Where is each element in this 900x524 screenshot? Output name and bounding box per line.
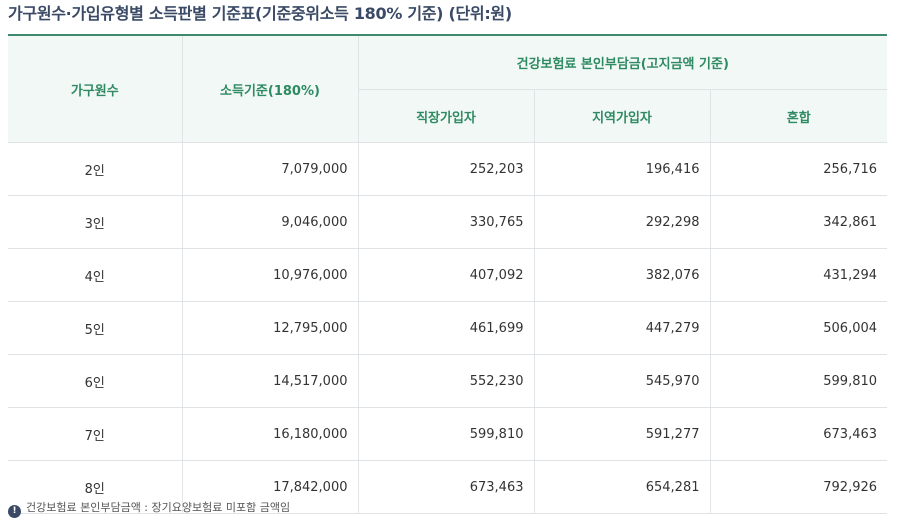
header-insurance-group: 건강보험료 본인부담금(고지금액 기준) xyxy=(358,35,888,90)
cell-income: 16,180,000 xyxy=(182,407,359,461)
cell-regional: 447,279 xyxy=(534,301,711,355)
table-row: 4인 10,976,000 407,092 382,076 431,294 xyxy=(8,248,888,302)
cell-employee: 599,810 xyxy=(358,407,535,461)
cell-income: 10,976,000 xyxy=(182,248,359,302)
table-title: 가구원수·가입유형별 소득판별 기준표(기준중위소득 180% 기준) (단위:… xyxy=(8,4,512,23)
cell-employee: 461,699 xyxy=(358,301,535,355)
table-row: 5인 12,795,000 461,699 447,279 506,004 xyxy=(8,301,888,355)
cell-regional: 382,076 xyxy=(534,248,711,302)
cell-employee: 673,463 xyxy=(358,460,535,514)
cell-income: 9,046,000 xyxy=(182,195,359,249)
cell-mixed: 431,294 xyxy=(710,248,888,302)
cell-income: 17,842,000 xyxy=(182,460,359,514)
table-row: 8인 17,842,000 673,463 654,281 792,926 xyxy=(8,460,888,514)
cell-mixed: 673,463 xyxy=(710,407,888,461)
cell-regional: 591,277 xyxy=(534,407,711,461)
table-row: 6인 14,517,000 552,230 545,970 599,810 xyxy=(8,354,888,408)
cell-employee: 252,203 xyxy=(358,142,535,196)
header-household: 가구원수 xyxy=(8,35,183,143)
table-row: 7인 16,180,000 599,810 591,277 673,463 xyxy=(8,407,888,461)
cell-household: 5인 xyxy=(8,301,183,355)
header-mixed: 혼합 xyxy=(710,89,888,143)
cell-employee: 407,092 xyxy=(358,248,535,302)
cell-income: 12,795,000 xyxy=(182,301,359,355)
income-criteria-table: 가구원수 소득기준(180%) 건강보험료 본인부담금(고지금액 기준) 직장가… xyxy=(8,34,888,514)
header-regional: 지역가입자 xyxy=(534,89,711,143)
header-employee: 직장가입자 xyxy=(358,89,535,143)
cell-household: 8인 xyxy=(8,460,183,514)
cell-employee: 552,230 xyxy=(358,354,535,408)
cell-income: 14,517,000 xyxy=(182,354,359,408)
cell-mixed: 342,861 xyxy=(710,195,888,249)
table-row: 2인 7,079,000 252,203 196,416 256,716 xyxy=(8,142,888,196)
cell-household: 6인 xyxy=(8,354,183,408)
exclamation-icon: ! xyxy=(8,505,21,518)
cell-regional: 545,970 xyxy=(534,354,711,408)
header-income: 소득기준(180%) xyxy=(182,35,359,143)
cell-regional: 292,298 xyxy=(534,195,711,249)
cell-employee: 330,765 xyxy=(358,195,535,249)
cell-household: 2인 xyxy=(8,142,183,196)
cell-household: 7인 xyxy=(8,407,183,461)
cell-regional: 196,416 xyxy=(534,142,711,196)
footnote: ! 건강보험료 본인부담금액 : 장기요양보험료 미포함 금액임 xyxy=(8,499,291,518)
cell-regional: 654,281 xyxy=(534,460,711,514)
cell-income: 7,079,000 xyxy=(182,142,359,196)
cell-household: 4인 xyxy=(8,248,183,302)
table-row: 3인 9,046,000 330,765 292,298 342,861 xyxy=(8,195,888,249)
cell-household: 3인 xyxy=(8,195,183,249)
cell-mixed: 506,004 xyxy=(710,301,888,355)
footnote-text: 건강보험료 본인부담금액 : 장기요양보험료 미포함 금액임 xyxy=(26,501,291,514)
cell-mixed: 792,926 xyxy=(710,460,888,514)
cell-mixed: 599,810 xyxy=(710,354,888,408)
cell-mixed: 256,716 xyxy=(710,142,888,196)
